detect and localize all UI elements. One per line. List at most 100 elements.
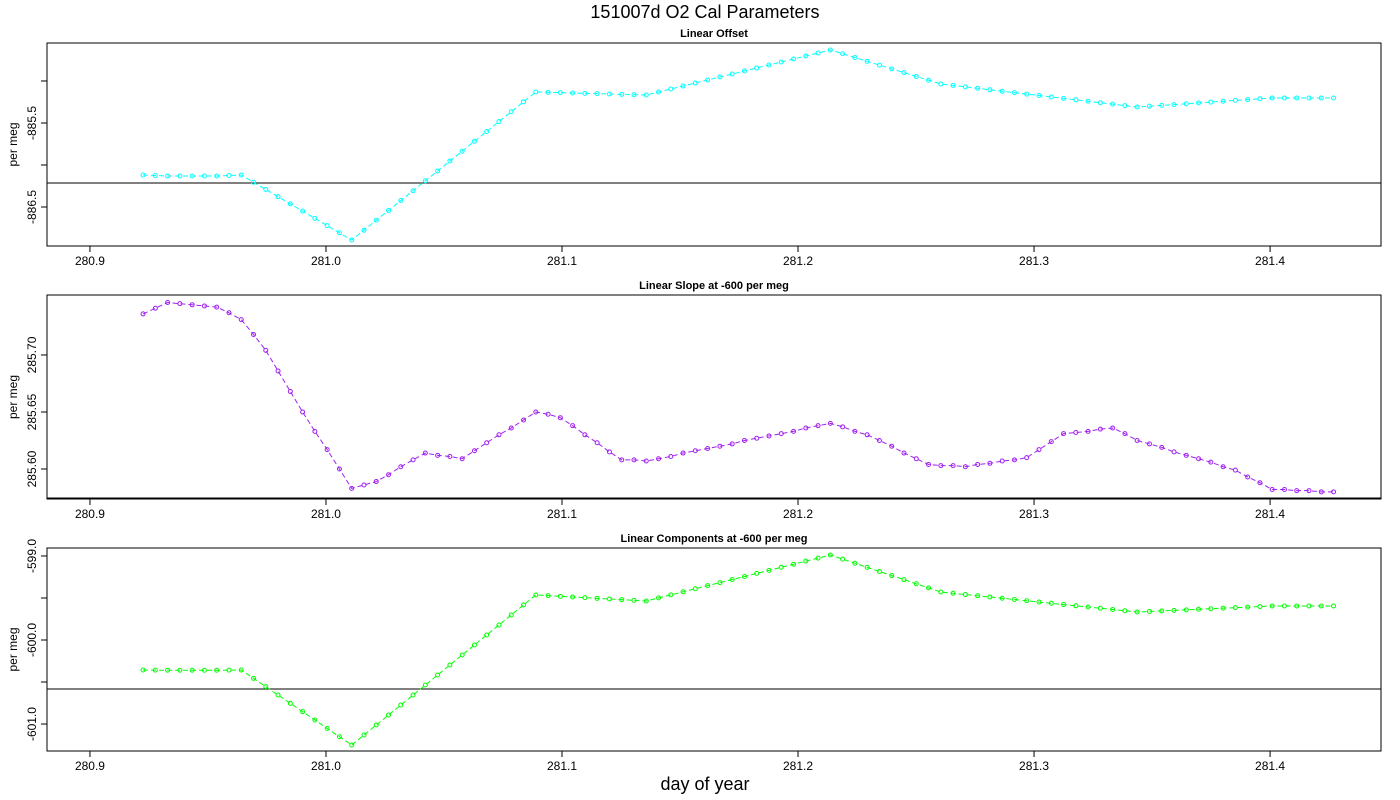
point [545,89,551,95]
point [484,632,490,638]
point [913,73,919,79]
point [1196,100,1202,106]
point [251,179,257,185]
x-tick-label: 280.9 [75,507,105,521]
point [999,458,1005,464]
point [1318,603,1324,609]
point [1097,100,1103,106]
point [975,85,981,91]
point [926,77,932,83]
point [1245,97,1251,103]
point [1048,600,1054,606]
point [852,55,858,61]
point [889,443,895,449]
point [606,596,612,602]
point [656,89,662,95]
point [656,456,662,462]
point [962,464,968,470]
point [1294,95,1300,101]
figure-title: 151007d O2 Cal Parameters [590,2,819,22]
point [582,90,588,96]
panel-title: Linear Offset [680,28,748,40]
point [361,482,367,488]
point [975,593,981,599]
point [1011,90,1017,96]
point [582,595,588,601]
point [717,580,723,586]
point [852,428,858,434]
point [1294,603,1300,609]
point [435,168,441,174]
point [680,450,686,456]
y-tick-label: 285.65 [25,393,39,430]
point [201,303,207,309]
point [962,592,968,598]
series-line [143,49,1334,241]
point [901,577,907,583]
point [766,433,772,439]
point [336,230,342,236]
point [312,215,318,221]
point [226,310,232,316]
point [889,573,895,579]
point [705,77,711,83]
point [496,119,502,125]
point [1306,488,1312,494]
point [594,91,600,97]
x-tick-label: 280.9 [75,254,105,268]
point [619,597,625,603]
point [349,742,355,748]
point [901,450,907,456]
point [471,642,477,648]
point [263,186,269,192]
point [754,435,760,441]
point [1232,97,1238,103]
point [938,463,944,469]
point [1171,607,1177,613]
point [803,53,809,59]
point [1269,603,1275,609]
point [852,560,858,566]
point [275,692,281,698]
point [668,86,674,92]
x-tick-label: 281.3 [1019,507,1049,521]
point [521,99,527,105]
point [1110,425,1116,431]
point [214,667,220,673]
point [275,368,281,374]
point [557,90,563,96]
point [680,589,686,595]
x-tick-label: 281.2 [783,507,813,521]
point [815,50,821,56]
point [913,456,919,462]
point [189,667,195,673]
point [1245,474,1251,480]
y-tick-label: -600.0 [25,623,39,657]
point [557,593,563,599]
point [545,411,551,417]
point [165,300,171,306]
y-tick-label: -886.5 [25,190,39,224]
point [1110,607,1116,613]
y-tick-label: 285.70 [25,336,39,373]
point [533,592,539,598]
point [1073,97,1079,103]
point [692,586,698,592]
point [876,62,882,68]
point [287,388,293,394]
point [386,472,392,478]
point [1146,103,1152,109]
point [1097,426,1103,432]
point [668,592,674,598]
point [1036,447,1042,453]
point [324,223,330,229]
point [422,682,428,688]
point [766,567,772,573]
point [1331,603,1337,609]
point [1134,438,1140,444]
point [1269,95,1275,101]
point [999,595,1005,601]
point [533,89,539,95]
point [447,662,453,668]
